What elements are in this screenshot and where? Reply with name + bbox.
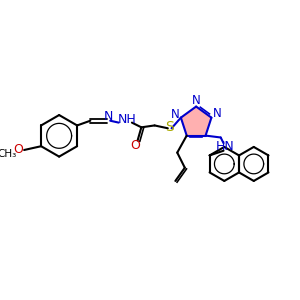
Text: N: N	[103, 110, 113, 123]
Text: N: N	[192, 94, 200, 107]
Text: HN: HN	[216, 140, 235, 153]
Polygon shape	[181, 106, 212, 136]
Text: N: N	[171, 108, 180, 121]
Text: N: N	[213, 107, 221, 120]
Text: NH: NH	[118, 113, 136, 126]
Text: S: S	[165, 120, 174, 134]
Text: O: O	[131, 139, 141, 152]
Text: O: O	[14, 143, 23, 157]
Text: CH₃: CH₃	[0, 149, 17, 159]
